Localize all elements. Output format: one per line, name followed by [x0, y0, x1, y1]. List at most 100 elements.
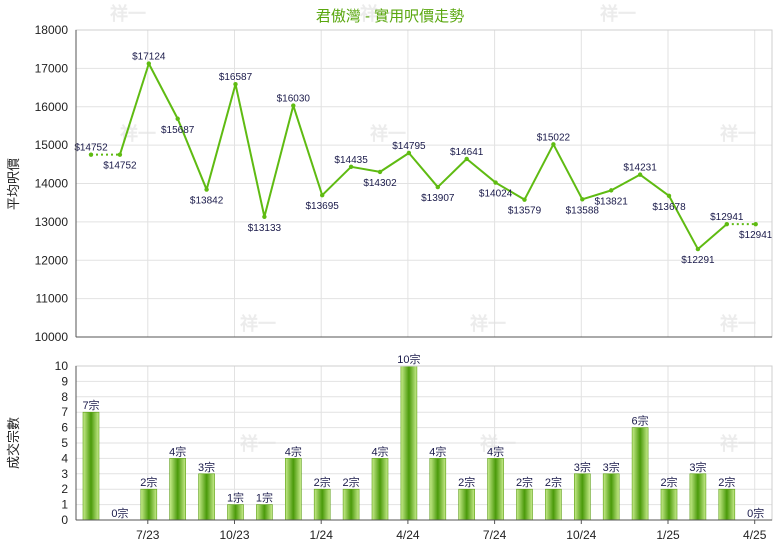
line-point	[204, 187, 209, 192]
axes: 7/23 10/23 1/24 4/24 7/24 10/24 1/25 4/25	[75, 29, 773, 542]
bar-value-label: 7宗	[82, 398, 99, 412]
bar	[371, 458, 389, 521]
line-point	[695, 246, 701, 252]
bar-value-label: 1宗	[227, 491, 244, 505]
line-segment	[668, 195, 699, 250]
line-segment	[466, 158, 497, 184]
bar-value-label: 0宗	[747, 506, 764, 520]
line-point	[580, 197, 585, 202]
bar	[458, 488, 476, 521]
line-segment	[234, 84, 266, 217]
line-segment	[321, 166, 352, 196]
bar	[689, 473, 707, 521]
line-point	[724, 221, 729, 227]
bar-y-axis-label: 成交宗數	[6, 417, 22, 469]
watermark-text: 祥一	[720, 433, 756, 455]
bar-value-label: 4宗	[169, 444, 186, 458]
line-segment	[292, 105, 324, 196]
line-segment	[147, 63, 179, 120]
bar-value-label: 2宗	[516, 475, 533, 489]
y-tick-label: 18000	[35, 23, 69, 37]
y-tick-label: 9	[61, 374, 68, 388]
line-segment	[379, 152, 410, 173]
line-segment	[205, 83, 237, 190]
x-tick-label: 4/24	[396, 528, 420, 542]
watermark-text: 祥一	[110, 3, 146, 25]
bar-value-label: 6宗	[632, 414, 649, 428]
watermark-text: 祥一	[120, 123, 156, 145]
bar-value-label: 2宗	[343, 475, 360, 489]
line-series: $14752 $14752 $17124 $15687 $13842 $16587 $131…	[74, 52, 773, 266]
y-tick-label: 3	[61, 467, 68, 481]
y-tick-label: 2	[61, 482, 68, 496]
point-value-label: $14024	[479, 189, 513, 200]
bar-value-label: 3宗	[603, 460, 620, 474]
line-point	[146, 61, 151, 66]
x-tick-label: 10/23	[219, 528, 249, 542]
line-point	[464, 156, 469, 162]
bar-value-label: 2宗	[718, 475, 735, 489]
point-value-label: $14752	[103, 161, 137, 172]
y-tick-label: 4	[61, 451, 68, 465]
bar	[82, 411, 100, 521]
line-segment	[408, 152, 439, 188]
line-point	[233, 82, 238, 87]
bar	[429, 458, 447, 521]
line-segment	[176, 118, 208, 190]
watermark-text: 祥一	[370, 123, 406, 145]
point-value-label: $15022	[537, 132, 571, 143]
point-value-label: $13133	[248, 223, 282, 234]
line-segment	[610, 173, 641, 192]
line-point	[753, 221, 758, 227]
bar-value-label: 2宗	[314, 475, 331, 489]
bar	[718, 488, 736, 521]
point-value-label: $13907	[421, 193, 455, 204]
bar	[573, 473, 591, 521]
bar	[631, 427, 649, 521]
bar-value-label: 2宗	[660, 475, 677, 489]
line-point	[637, 172, 643, 177]
bar-value-label: 0宗	[111, 506, 128, 520]
bar-value-label: 2宗	[140, 475, 157, 489]
line-point	[320, 193, 325, 198]
point-value-label: $15687	[161, 125, 195, 136]
bar	[487, 458, 504, 521]
bar	[516, 488, 533, 521]
y-tick-label: 13000	[35, 215, 69, 229]
line-segment	[552, 143, 584, 200]
point-value-label: $13695	[306, 201, 340, 212]
chart-title: 君傲灣 - 實用呎價走勢	[316, 7, 464, 25]
point-value-label: $13579	[508, 206, 542, 217]
bar	[313, 488, 331, 521]
bar-value-label: 10宗	[397, 352, 420, 366]
bar	[660, 488, 678, 521]
bar	[140, 488, 158, 521]
point-value-label: $12941	[710, 212, 744, 223]
bar-value-label: 4宗	[285, 444, 302, 458]
line-point	[262, 214, 267, 219]
x-tick-label: 10/24	[566, 528, 596, 542]
y-tick-label: 0	[61, 513, 68, 527]
bar-value-label: 2宗	[458, 475, 475, 489]
line-segment	[350, 165, 381, 173]
watermark-text: 祥一	[240, 433, 276, 455]
point-value-label: $14435	[334, 155, 368, 166]
bar	[400, 365, 418, 521]
bar	[256, 504, 273, 521]
y-tick-label: 17000	[35, 61, 69, 75]
watermark-text: 祥一	[360, 3, 396, 25]
bar	[342, 488, 360, 521]
line-point	[175, 116, 180, 121]
watermark-text: 祥一	[600, 3, 636, 25]
bar-value-label: 3宗	[689, 460, 706, 474]
point-value-label: $14795	[392, 141, 426, 152]
point-value-label: $13588	[566, 205, 600, 216]
line-point	[522, 197, 527, 202]
point-value-label: $16030	[277, 94, 311, 105]
line-segment	[118, 63, 150, 155]
line-point	[666, 193, 672, 199]
y-tick-label: 8	[61, 390, 68, 404]
line-segment	[582, 189, 612, 201]
bar-value-label: 4宗	[487, 444, 504, 458]
